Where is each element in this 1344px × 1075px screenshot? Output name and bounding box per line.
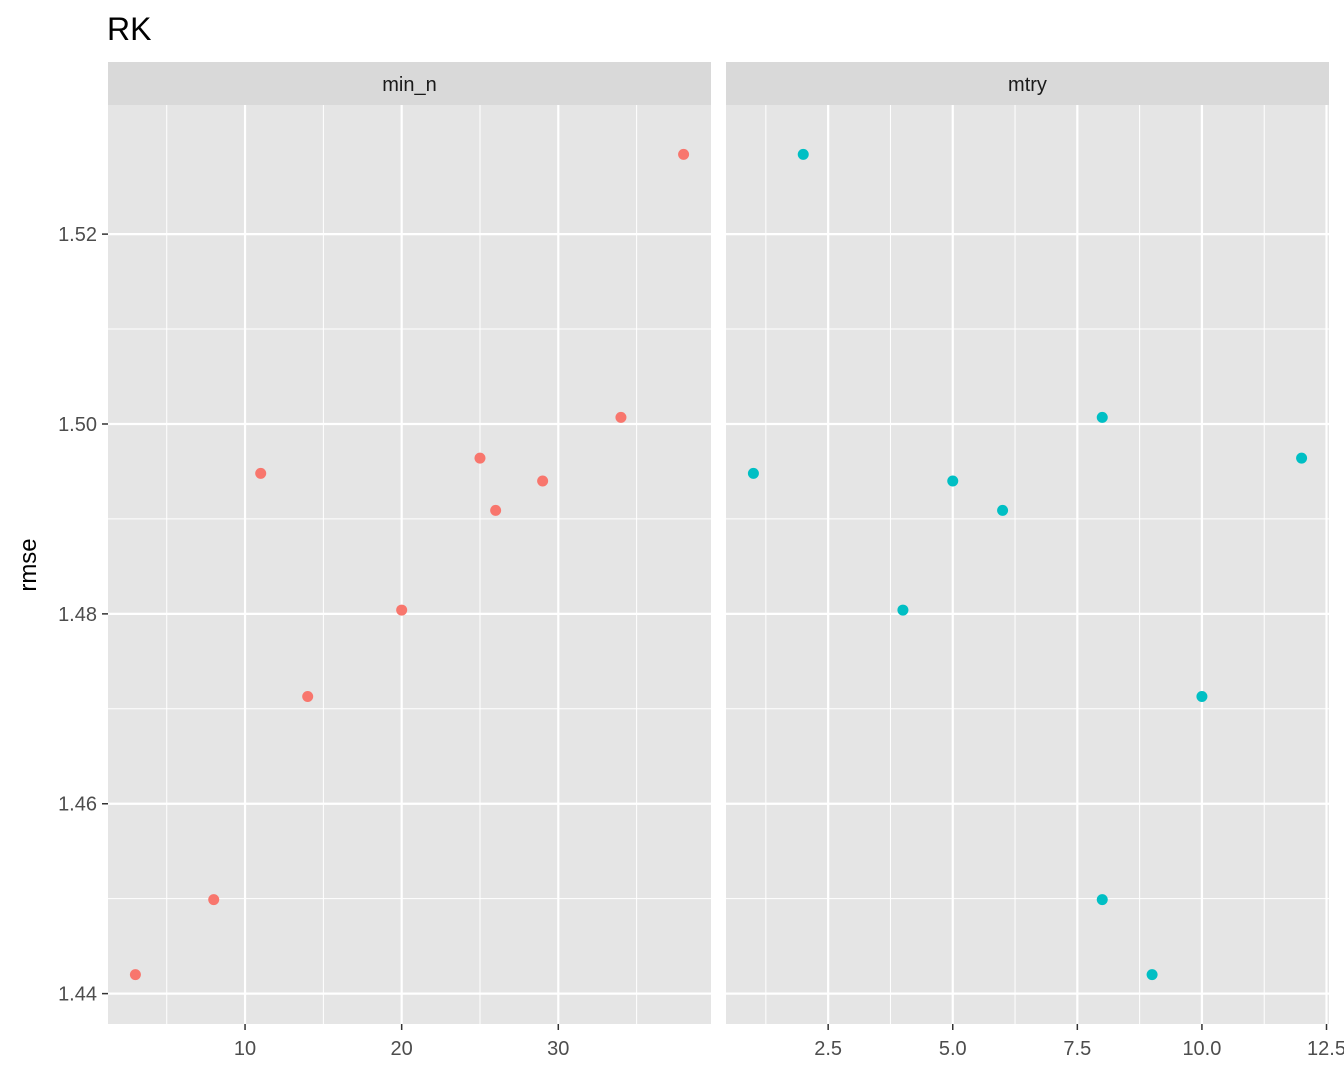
chart-title: RK [107, 11, 151, 47]
x-tick-label: 20 [391, 1038, 413, 1060]
data-point [797, 148, 809, 160]
strip-label: mtry [1008, 74, 1047, 96]
y-tick-label: 1.46 [58, 794, 97, 816]
data-point [897, 604, 909, 616]
data-point [302, 690, 314, 702]
panel-background [108, 105, 711, 1024]
y-axis-title: rmse [15, 538, 42, 591]
strip-background [108, 62, 711, 105]
facet-panel-min-n: min_n 10 20 30 [108, 62, 711, 1060]
strip-background [726, 62, 1329, 105]
data-point [947, 475, 959, 487]
y-tick-label: 1.48 [58, 604, 97, 626]
data-point [747, 467, 759, 479]
x-tick-label: 12.5 [1307, 1038, 1344, 1060]
y-tick-label: 1.52 [58, 224, 97, 246]
data-point [1296, 452, 1308, 464]
x-tick-label: 10.0 [1182, 1038, 1221, 1060]
data-point [490, 504, 502, 516]
data-point [396, 604, 408, 616]
x-tick-label: 7.5 [1063, 1038, 1091, 1060]
y-tick-label: 1.44 [58, 984, 97, 1006]
data-point [1096, 411, 1108, 423]
panel-background [726, 105, 1329, 1024]
data-point [678, 148, 690, 160]
x-tick-label: 2.5 [814, 1038, 842, 1060]
data-point [474, 452, 486, 464]
data-point [997, 504, 1009, 516]
x-tick-label: 5.0 [939, 1038, 967, 1060]
data-point [1196, 690, 1208, 702]
data-point [1096, 894, 1108, 906]
facet-panel-mtry: mtry 2.5 5.0 7.5 10.0 12.5 [726, 62, 1344, 1060]
y-tick-label: 1.50 [58, 414, 97, 436]
x-tick-label: 30 [547, 1038, 569, 1060]
data-point [255, 467, 267, 479]
data-point [615, 411, 627, 423]
data-point [537, 475, 549, 487]
x-tick-label: 10 [234, 1038, 256, 1060]
data-point [129, 969, 141, 981]
strip-label: min_n [382, 74, 436, 96]
data-point [208, 894, 220, 906]
y-axis: 1.44 1.46 1.48 1.50 1.52 [58, 224, 108, 1006]
data-point [1146, 969, 1158, 981]
